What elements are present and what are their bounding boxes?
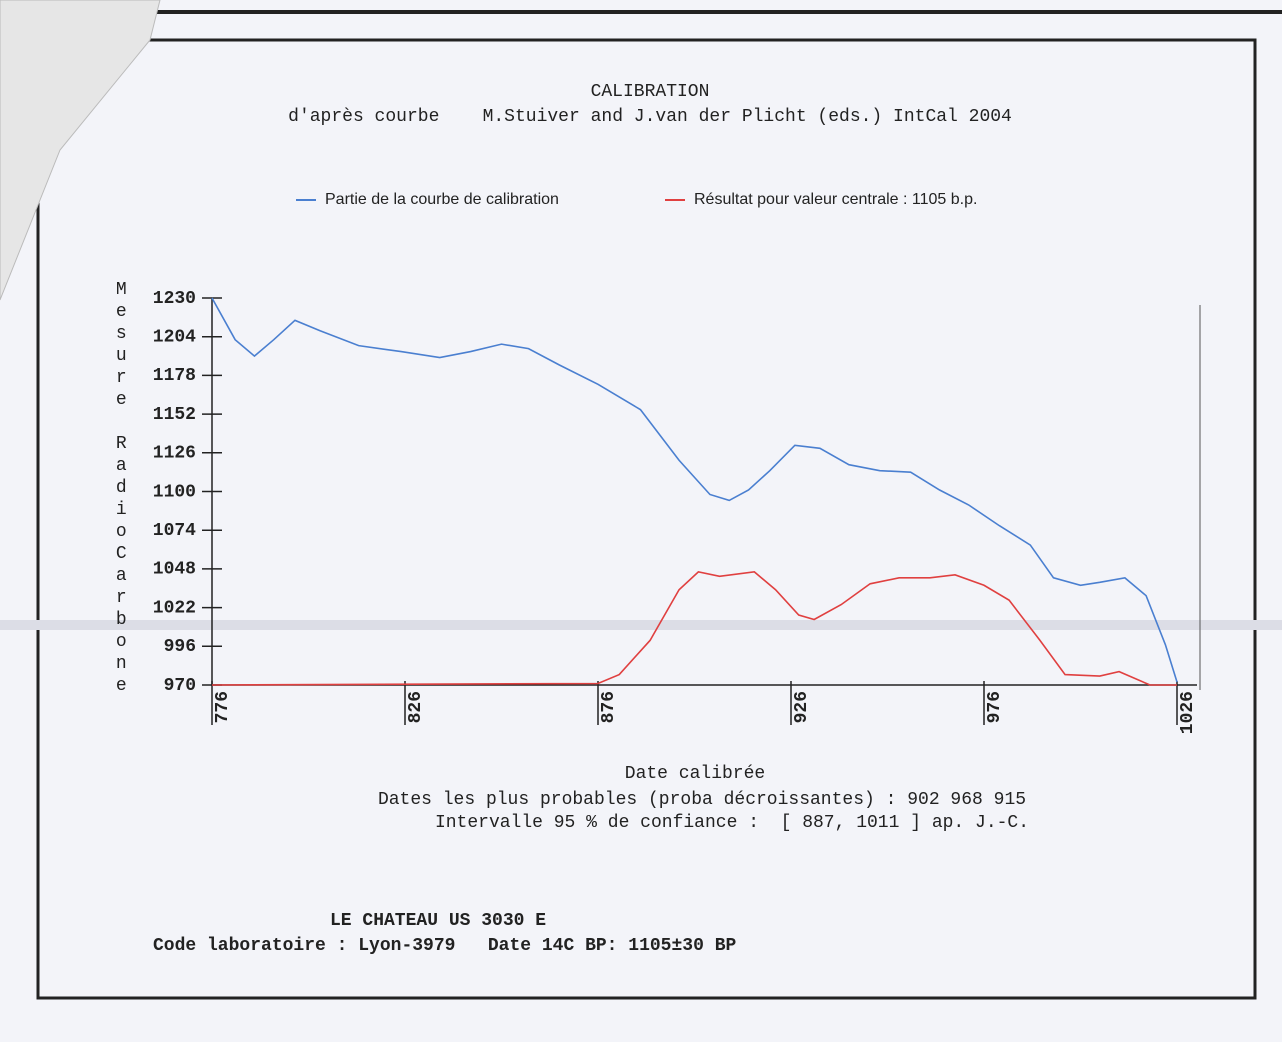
- y-tick-label: 1100: [153, 482, 196, 502]
- x-tick-label: 876: [599, 691, 619, 723]
- note: Dates les plus probables (proba décroiss…: [378, 790, 1026, 810]
- y-tick-label: 1074: [153, 521, 196, 541]
- y-tick-label: 970: [164, 676, 196, 696]
- y-tick-label: 1178: [153, 366, 196, 386]
- series-line: [211, 297, 1178, 683]
- note: Intervalle 95 % de confiance : [ 887, 10…: [435, 813, 1029, 833]
- y-tick-label: 996: [164, 637, 196, 657]
- sample-name: LE CHATEAU US 3030 E: [330, 911, 546, 931]
- lab-code: Code laboratoire : Lyon-3979 Date 14C BP…: [153, 936, 736, 956]
- title: CALIBRATION: [591, 82, 710, 102]
- x-axis-label: Date calibrée: [625, 764, 765, 784]
- y-tick-label: 1126: [153, 444, 196, 464]
- x-tick-label: 926: [792, 691, 812, 723]
- legend-label: Partie de la courbe de calibration: [325, 191, 559, 208]
- y-tick-label: 1230: [153, 289, 196, 309]
- legend-label: Résultat pour valeur centrale : 1105 b.p…: [694, 191, 977, 208]
- subtitle: d'après courbe M.Stuiver and J.van der P…: [288, 107, 1012, 127]
- y-tick-label: 1152: [153, 405, 196, 425]
- x-tick-label: 826: [406, 691, 426, 723]
- y-tick-label: 1022: [153, 598, 196, 618]
- x-tick-label: 976: [985, 691, 1005, 723]
- frame: [36, 38, 1257, 1000]
- page-curl: [0, 0, 161, 301]
- y-axis-label: Mesure RadioCarbone: [111, 280, 131, 698]
- series-line: [211, 571, 1177, 686]
- y-tick-label: 1048: [153, 560, 196, 580]
- x-tick-label: 776: [213, 691, 233, 723]
- x-tick-label: 1026: [1178, 691, 1198, 734]
- y-tick-label: 1204: [153, 327, 196, 347]
